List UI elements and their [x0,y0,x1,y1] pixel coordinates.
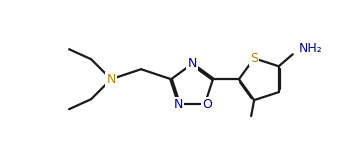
Text: O: O [202,98,212,111]
Text: NH₂: NH₂ [299,42,323,55]
Text: N: N [187,56,197,70]
Text: N: N [173,98,183,111]
Text: S: S [250,52,258,65]
Text: N: N [106,73,116,86]
